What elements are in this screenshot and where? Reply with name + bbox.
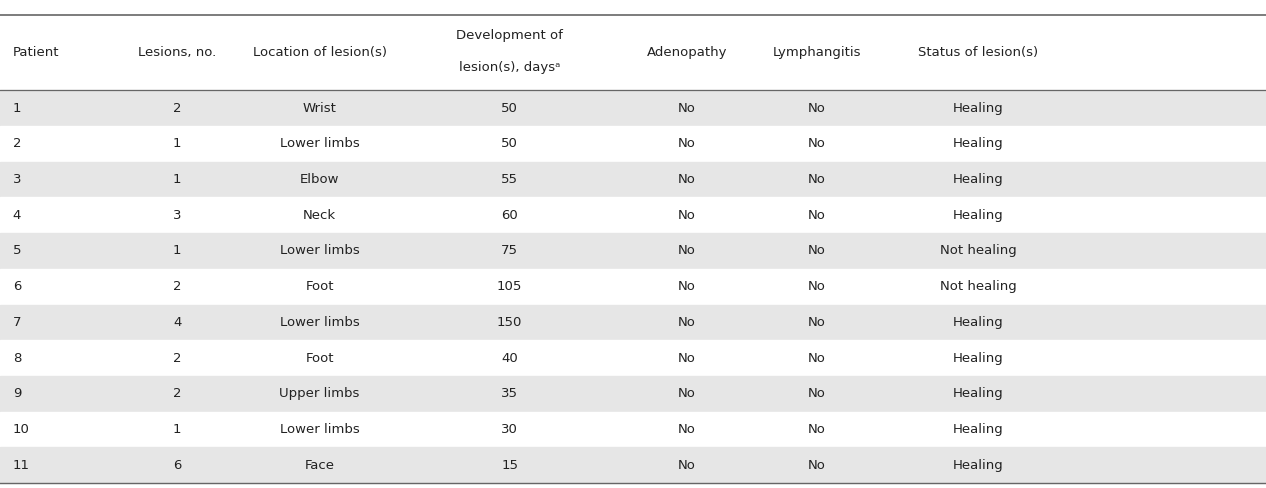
Text: 3: 3 [173,209,181,222]
Text: 10: 10 [13,423,29,436]
Bar [0,90,1266,126]
Text: 1: 1 [173,244,181,258]
Text: No: No [677,209,696,222]
Text: Healing: Healing [952,102,1004,115]
Text: 40: 40 [501,352,518,365]
Text: 3: 3 [13,173,22,186]
Text: No: No [677,316,696,329]
Text: No: No [808,209,825,222]
Text: No: No [677,387,696,400]
Text: No: No [677,137,696,150]
Text: No: No [808,423,825,436]
Text: No: No [808,102,825,115]
Text: 6: 6 [13,280,22,293]
Bar [0,305,1266,340]
Text: 4: 4 [13,209,22,222]
Text: Not healing: Not healing [939,280,1017,293]
Text: Elbow: Elbow [300,173,339,186]
Text: No: No [677,102,696,115]
Text: Lower limbs: Lower limbs [280,137,360,150]
Bar [0,340,1266,376]
Text: Lesions, no.: Lesions, no. [138,46,216,59]
Text: Adenopathy: Adenopathy [647,46,727,59]
Bar [0,412,1266,447]
Text: 1: 1 [173,173,181,186]
Text: 2: 2 [173,280,181,293]
Text: No: No [808,137,825,150]
Text: Wrist: Wrist [303,102,337,115]
Text: 7: 7 [13,316,22,329]
Text: No: No [677,173,696,186]
Text: Status of lesion(s): Status of lesion(s) [918,46,1038,59]
Text: Lymphangitis: Lymphangitis [772,46,861,59]
Text: Foot: Foot [305,280,334,293]
Text: Development of: Development of [456,29,563,42]
Text: Neck: Neck [303,209,337,222]
Text: 150: 150 [496,316,523,329]
Text: No: No [808,459,825,472]
Text: Healing: Healing [952,352,1004,365]
Bar [0,269,1266,305]
Text: 2: 2 [173,102,181,115]
Text: 2: 2 [13,137,22,150]
Text: No: No [677,459,696,472]
Text: Location of lesion(s): Location of lesion(s) [253,46,386,59]
Text: 11: 11 [13,459,29,472]
Text: 1: 1 [173,423,181,436]
Text: No: No [808,173,825,186]
Text: No: No [677,280,696,293]
Bar [0,198,1266,233]
Text: 9: 9 [13,387,22,400]
Text: Patient: Patient [13,46,60,59]
Text: 75: 75 [501,244,518,258]
Bar [0,233,1266,269]
Text: 30: 30 [501,423,518,436]
Text: 50: 50 [501,102,518,115]
Text: 2: 2 [173,352,181,365]
Text: 35: 35 [501,387,518,400]
Text: 5: 5 [13,244,22,258]
Text: No: No [677,423,696,436]
Text: No: No [808,387,825,400]
Text: Foot: Foot [305,352,334,365]
Text: Face: Face [305,459,334,472]
Text: Healing: Healing [952,137,1004,150]
Text: Healing: Healing [952,316,1004,329]
Text: Healing: Healing [952,387,1004,400]
Text: No: No [677,352,696,365]
Text: 6: 6 [173,459,181,472]
Bar [0,162,1266,198]
Text: Lower limbs: Lower limbs [280,244,360,258]
Text: No: No [808,280,825,293]
Bar [0,376,1266,412]
Text: No: No [808,244,825,258]
Text: Healing: Healing [952,173,1004,186]
Text: 105: 105 [496,280,523,293]
Text: 2: 2 [173,387,181,400]
Bar [0,126,1266,162]
Text: 55: 55 [501,173,518,186]
Text: No: No [677,244,696,258]
Text: Lower limbs: Lower limbs [280,316,360,329]
Bar [0,447,1266,483]
Text: Not healing: Not healing [939,244,1017,258]
Text: 60: 60 [501,209,518,222]
Text: No: No [808,316,825,329]
Text: 15: 15 [501,459,518,472]
Text: Healing: Healing [952,423,1004,436]
Text: 1: 1 [13,102,22,115]
Text: Healing: Healing [952,459,1004,472]
Text: No: No [808,352,825,365]
Text: Healing: Healing [952,209,1004,222]
Text: 1: 1 [173,137,181,150]
Text: 8: 8 [13,352,22,365]
Text: 4: 4 [173,316,181,329]
Text: 50: 50 [501,137,518,150]
Text: Upper limbs: Upper limbs [280,387,360,400]
Text: lesion(s), daysᵃ: lesion(s), daysᵃ [458,61,561,74]
Text: Lower limbs: Lower limbs [280,423,360,436]
